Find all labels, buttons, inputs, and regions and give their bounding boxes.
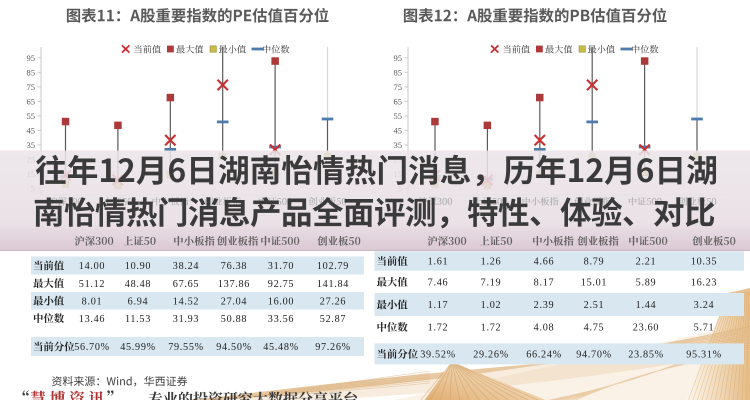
svg-text:7.46: 7.46 [428, 278, 449, 289]
svg-text:1.26: 1.26 [481, 257, 502, 268]
svg-text:137.86: 137.86 [218, 279, 250, 290]
svg-text:75: 75 [27, 82, 36, 92]
svg-text:6.94: 6.94 [128, 296, 149, 307]
svg-text:95: 95 [27, 53, 36, 63]
svg-text:31.93: 31.93 [173, 314, 199, 325]
svg-text:1.44: 1.44 [636, 300, 657, 311]
svg-text:2.21: 2.21 [636, 257, 657, 268]
svg-text:51.12: 51.12 [79, 279, 105, 290]
svg-text:4.08: 4.08 [534, 323, 555, 334]
svg-text:5.89: 5.89 [636, 278, 657, 289]
svg-text:2.51: 2.51 [584, 300, 605, 311]
svg-text:7.19: 7.19 [481, 278, 502, 289]
svg-text:50.88: 50.88 [221, 314, 247, 325]
svg-text:85: 85 [394, 67, 403, 77]
svg-text:29.26%: 29.26% [473, 350, 509, 361]
svg-text:1.72: 1.72 [481, 323, 502, 334]
svg-text:5.71: 5.71 [694, 323, 715, 334]
svg-text:8.17: 8.17 [534, 278, 555, 289]
svg-text:85: 85 [27, 67, 36, 77]
svg-text:1.61: 1.61 [428, 257, 449, 268]
svg-text:95: 95 [394, 53, 403, 63]
svg-text:95.31%: 95.31% [686, 350, 722, 361]
svg-text:15.01: 15.01 [581, 278, 607, 289]
svg-text:52.87: 52.87 [320, 314, 346, 325]
svg-text:65: 65 [394, 97, 403, 107]
svg-text:141.84: 141.84 [317, 279, 349, 290]
svg-text:75: 75 [394, 82, 403, 92]
svg-text:92.75: 92.75 [268, 279, 294, 290]
svg-text:2.39: 2.39 [534, 300, 555, 311]
svg-text:27.26: 27.26 [320, 296, 346, 307]
svg-text:14.52: 14.52 [173, 296, 199, 307]
svg-text:94.70%: 94.70% [576, 350, 612, 361]
svg-text:8.01: 8.01 [82, 296, 103, 307]
svg-text:1.17: 1.17 [428, 300, 449, 311]
svg-text:94.50%: 94.50% [216, 342, 252, 353]
svg-text:1.02: 1.02 [481, 300, 502, 311]
svg-text:38.24: 38.24 [173, 261, 199, 272]
svg-text:23.85%: 23.85% [628, 350, 664, 361]
svg-text:11.53: 11.53 [125, 314, 151, 325]
svg-text:79.55%: 79.55% [168, 342, 204, 353]
svg-text:13.46: 13.46 [79, 314, 105, 325]
svg-text:56.70%: 56.70% [74, 342, 110, 353]
svg-text:55: 55 [27, 111, 36, 121]
svg-text:97.26%: 97.26% [315, 342, 351, 353]
svg-text:48.48: 48.48 [125, 279, 151, 290]
svg-text:16.23: 16.23 [691, 278, 717, 289]
svg-text:4.66: 4.66 [534, 257, 555, 268]
svg-text:45: 45 [394, 126, 403, 136]
svg-text:35: 35 [394, 140, 403, 150]
svg-text:27.04: 27.04 [221, 296, 247, 307]
svg-text:33.56: 33.56 [268, 314, 294, 325]
svg-text:10.90: 10.90 [125, 261, 151, 272]
svg-text:23.60: 23.60 [633, 323, 659, 334]
svg-text:10.35: 10.35 [691, 257, 717, 268]
svg-text:39.52%: 39.52% [420, 350, 456, 361]
svg-text:3.24: 3.24 [694, 300, 715, 311]
svg-text:55: 55 [394, 111, 403, 121]
svg-text:65: 65 [27, 97, 36, 107]
svg-text:4.75: 4.75 [584, 323, 605, 334]
svg-text:8.79: 8.79 [584, 257, 605, 268]
svg-text:45: 45 [27, 126, 36, 136]
svg-text:45.48%: 45.48% [263, 342, 299, 353]
svg-text:14.00: 14.00 [79, 261, 105, 272]
svg-text:76.38: 76.38 [221, 261, 247, 272]
svg-text:16.00: 16.00 [268, 296, 294, 307]
svg-text:102.79: 102.79 [317, 261, 349, 272]
svg-text:35: 35 [27, 140, 36, 150]
svg-text:31.70: 31.70 [268, 261, 294, 272]
svg-text:1.72: 1.72 [428, 323, 449, 334]
svg-text:66.24%: 66.24% [526, 350, 562, 361]
svg-text:67.65: 67.65 [173, 279, 199, 290]
svg-text:45.99%: 45.99% [120, 342, 156, 353]
